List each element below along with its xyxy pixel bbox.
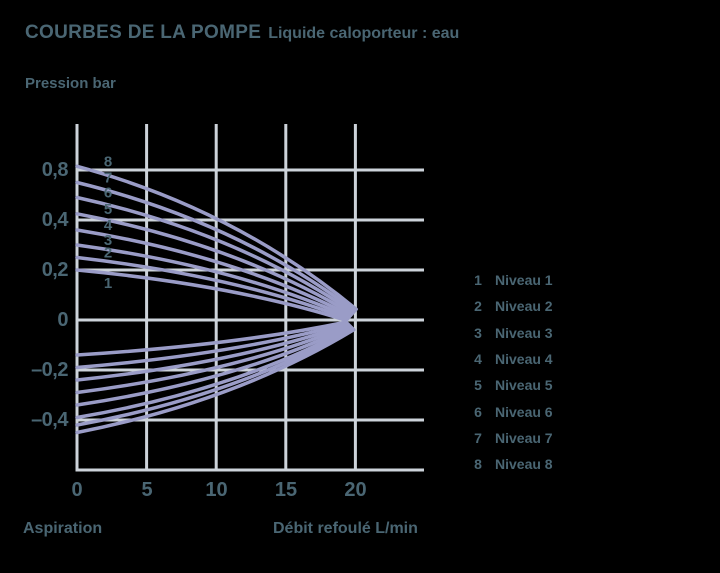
legend-item-label: Niveau 7 [495,429,553,446]
legend-item: 4 Niveau 4 [472,346,553,372]
suction-curve-level-1 [75,320,348,357]
legend-item-number: 6 [474,403,482,420]
suction-curves [75,320,356,435]
legend-item-label: Niveau 1 [495,272,553,289]
discharge-curves [75,164,358,323]
discharge-curve-level-7 [75,180,357,313]
legend-item: 3 Niveau 3 [472,320,553,346]
x-tick-label-0: 0 [71,479,83,501]
legend-item-number: 7 [474,429,482,446]
legend: 1 Niveau 1 2 Niveau 2 3 Niveau 3 4 Nivea… [472,267,553,477]
legend-item: 6 Niveau 6 [472,398,553,424]
curve-number-label-6: 6 [104,185,112,202]
legend-item-label: Niveau 2 [495,298,553,315]
legend-item-number: 2 [474,298,482,315]
x-tick-label-10: 10 [205,479,228,501]
grid-lines [75,124,424,472]
x-tick-label-20: 20 [344,479,367,501]
discharge-curve-level-6 [75,195,356,315]
discharge-curve-level-4 [75,228,353,318]
discharge-curve-level-1 [75,268,349,323]
discharge-curve-level-2 [75,255,350,321]
suction-curve-level-3 [75,322,351,382]
legend-item-label: Niveau 6 [495,403,553,420]
legend-item: 8 Niveau 8 [472,451,553,477]
page-title-row: COURBES DE LA POMPE Liquide caloporteur … [25,22,459,44]
suction-curve-level-2 [75,321,349,370]
curve-number-label-4: 4 [104,217,113,234]
y-tick-label-neg0.2: –0,2 [31,359,68,381]
legend-item-label: Niveau 4 [495,351,553,368]
x-tick-label-5: 5 [141,479,153,501]
suction-curve-level-5 [75,324,353,407]
x-axis-title: Débit refoulé L/min [273,520,418,537]
legend-item-label: Niveau 5 [495,377,553,394]
page-title: COURBES DE LA POMPE [25,22,262,43]
suction-curve-level-4 [75,323,352,395]
curve-number-label-8: 8 [104,153,112,170]
y-tick-label-0.2: 0,2 [41,259,69,281]
legend-item-number: 1 [474,272,482,289]
y-tick-label-0.8: 0,8 [41,159,69,181]
legend-item-label: Niveau 3 [495,324,553,341]
legend-item: 2 Niveau 2 [472,293,553,319]
legend-item: 5 Niveau 5 [472,372,553,398]
suction-curve-level-8 [75,328,356,435]
legend-item-number: 5 [474,377,482,394]
y-tick-label-neg0.4: –0,4 [31,409,68,431]
legend-item-number: 3 [474,324,482,341]
y-axis-title: Pression bar [25,75,116,92]
y-tick-label-0.4: 0,4 [41,209,69,231]
curve-number-label-7: 7 [104,170,112,187]
x-tick-label-15: 15 [274,479,298,501]
legend-item: 1 Niveau 1 [472,267,553,293]
legend-item-number: 8 [474,456,482,473]
suction-curve-level-6 [75,325,354,420]
suction-curve-level-7 [75,326,355,427]
curve-number-label-2: 2 [104,245,112,262]
x-axis-left-label: Aspiration [23,520,103,537]
discharge-curve-level-3 [75,243,351,319]
y-tick-label-0: 0 [57,309,68,331]
discharge-curve-level-5 [75,212,354,316]
legend-item-label: Niveau 8 [495,456,553,473]
page-subtitle: Liquide caloporteur : eau [268,25,460,42]
legend-item-number: 4 [474,351,482,368]
curve-number-label-1: 1 [104,275,112,292]
legend-item: 7 Niveau 7 [472,425,553,451]
discharge-curve-level-8 [75,164,358,311]
curve-number-label-5: 5 [104,201,112,218]
curve-number-label-3: 3 [104,232,112,249]
